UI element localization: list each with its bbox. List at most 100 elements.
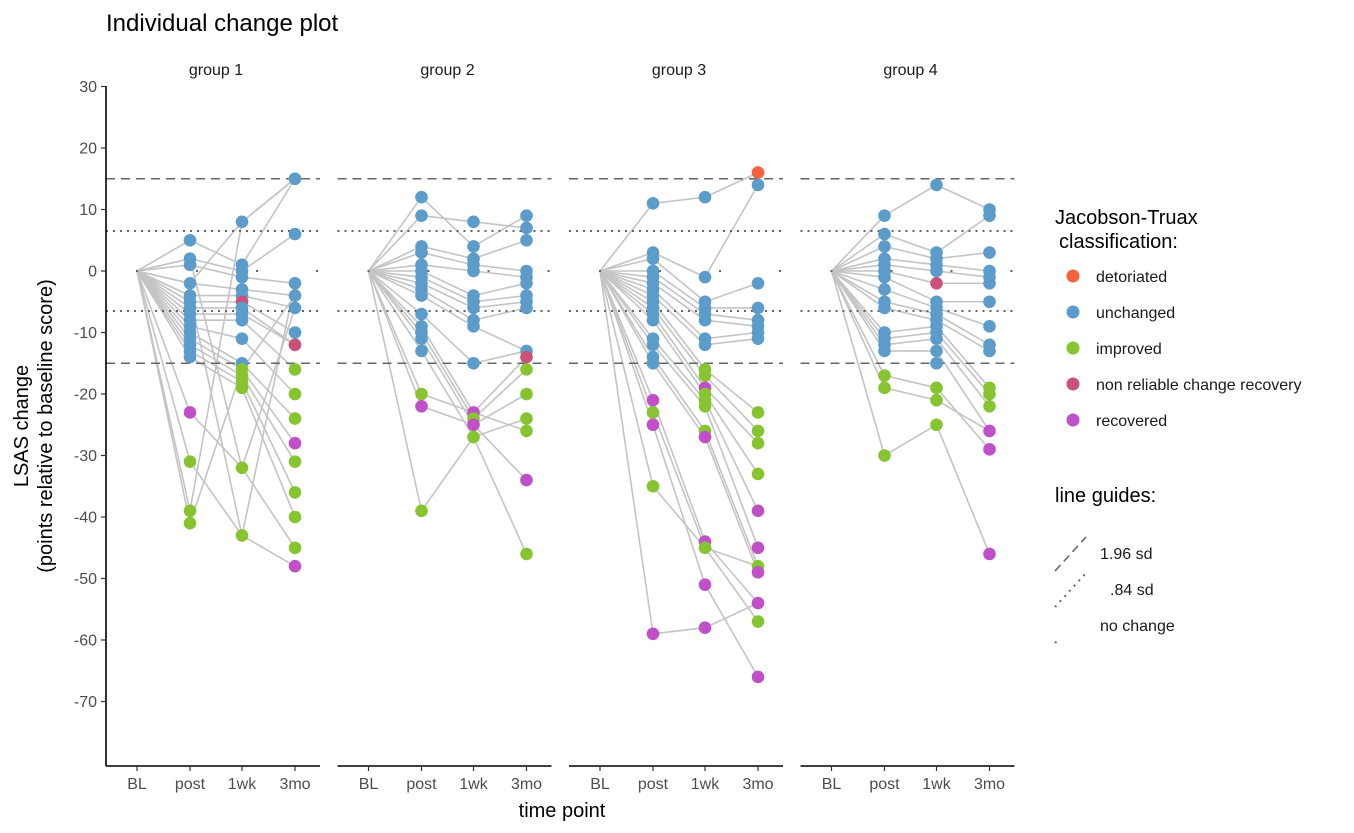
participant-line xyxy=(599,184,759,279)
legend-label: non reliable change recovery xyxy=(1096,377,1301,394)
participant-line xyxy=(599,270,759,567)
legend-key-unchanged xyxy=(1066,305,1080,319)
data-point-3mo xyxy=(751,424,765,438)
participant-line xyxy=(599,270,759,567)
participant-line xyxy=(367,270,528,420)
data-point-post xyxy=(183,233,197,247)
data-point-post xyxy=(183,455,197,468)
data-point-3mo xyxy=(288,387,302,401)
data-point-post xyxy=(646,338,660,352)
participant-line xyxy=(136,270,296,567)
participant-line xyxy=(831,270,990,328)
x-tick-label: post xyxy=(869,776,900,793)
data-point-post xyxy=(878,209,891,222)
x-tick-label: 3mo xyxy=(974,776,1005,793)
legend-label: detoriated xyxy=(1096,269,1167,286)
participant-line xyxy=(599,270,759,321)
participant-line xyxy=(368,270,527,322)
data-point-3mo xyxy=(983,209,996,222)
data-point-post xyxy=(183,504,197,518)
participant-line xyxy=(599,270,759,549)
data-point-3mo xyxy=(520,233,533,247)
participant-line xyxy=(367,270,527,432)
data-point-post xyxy=(183,277,197,290)
x-tick-label: 3mo xyxy=(279,776,310,793)
data-point-post xyxy=(878,381,891,395)
participant-line xyxy=(368,270,527,297)
panel-1: group 1 BL post 1wk 3mo xyxy=(106,62,320,793)
data-point-1wk xyxy=(467,356,480,370)
data-point-3mo xyxy=(983,387,996,401)
data-point-post xyxy=(415,289,428,302)
participant-line xyxy=(599,270,759,328)
participant-line xyxy=(136,270,296,346)
data-point-1wk xyxy=(698,338,712,352)
y-tick-label: -40 xyxy=(74,510,97,527)
data-point-post xyxy=(415,504,428,518)
data-point-post xyxy=(878,449,891,462)
data-point-1wk xyxy=(467,320,480,333)
guide-legend-label: no change xyxy=(1100,618,1175,635)
data-point-3mo xyxy=(983,344,996,358)
participant-line xyxy=(599,270,759,678)
data-point-3mo xyxy=(288,436,302,450)
data-point-post xyxy=(878,240,891,253)
data-point-3mo xyxy=(983,547,996,561)
participant-line xyxy=(830,183,990,272)
data-point-3mo xyxy=(751,615,765,628)
data-point-post xyxy=(183,406,197,419)
panel-label: group 1 xyxy=(189,62,243,79)
data-point-3mo xyxy=(983,400,996,413)
data-point-1wk xyxy=(698,400,712,413)
data-point-3mo xyxy=(288,541,302,555)
x-tick-label: 1wk xyxy=(459,776,488,793)
guides-legend-title: line guides: xyxy=(1055,485,1156,507)
data-point-post xyxy=(646,252,660,265)
guide-legend-label: 1.96 sd xyxy=(1100,546,1152,563)
data-point-3mo xyxy=(520,209,533,222)
legend-label: improved xyxy=(1096,341,1162,358)
y-axis-title-line2: (points relative to baseline score) xyxy=(35,279,57,572)
data-point-3mo xyxy=(520,424,533,438)
data-point-post xyxy=(646,313,660,327)
participant-line xyxy=(136,270,296,518)
data-point-1wk xyxy=(467,215,480,229)
chart-title: Individual change plot xyxy=(106,10,339,37)
participant-line xyxy=(599,270,759,623)
data-point-3mo xyxy=(520,547,533,561)
data-point-1wk xyxy=(698,541,712,555)
participant-line xyxy=(136,270,296,370)
data-point-3mo xyxy=(751,467,765,481)
legend-label: unchanged xyxy=(1096,305,1175,322)
legend-label: recovered xyxy=(1096,413,1167,430)
legend-key-detoriated xyxy=(1066,269,1080,283)
y-tick-label: 0 xyxy=(88,264,97,281)
data-point-3mo xyxy=(751,566,765,579)
data-point-3mo xyxy=(520,221,533,235)
data-point-3mo xyxy=(520,350,533,364)
data-point-3mo xyxy=(288,363,302,376)
participant-line xyxy=(831,270,990,352)
data-point-1wk xyxy=(467,430,480,444)
participant-line xyxy=(367,270,528,414)
participant-line xyxy=(600,270,758,309)
participant-line xyxy=(599,270,759,573)
x-tick-label: 1wk xyxy=(922,776,951,793)
y-tick-label: -70 xyxy=(74,694,97,711)
data-point-post xyxy=(415,209,428,222)
participant-line xyxy=(368,270,527,352)
data-point-3mo xyxy=(288,455,302,468)
participant-line xyxy=(830,270,991,450)
participant-line xyxy=(367,270,527,365)
data-point-1wk xyxy=(930,264,943,278)
guide-legend-key xyxy=(1054,572,1087,608)
data-point-1wk xyxy=(930,381,943,395)
data-point-3mo xyxy=(288,326,302,339)
data-point-post xyxy=(415,307,428,321)
data-point-3mo xyxy=(288,289,302,302)
participant-line xyxy=(830,270,991,407)
data-point-post xyxy=(878,369,891,382)
y-tick-label: -30 xyxy=(74,448,97,465)
data-point-post xyxy=(415,400,428,413)
data-point-3mo xyxy=(751,332,765,345)
